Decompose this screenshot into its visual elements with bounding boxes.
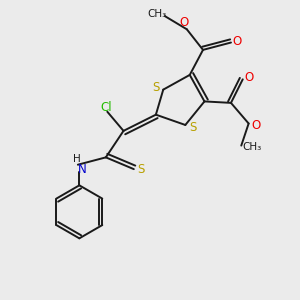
Text: O: O: [244, 71, 253, 84]
Text: O: O: [251, 119, 261, 132]
Text: S: S: [189, 121, 196, 134]
Text: CH₃: CH₃: [242, 142, 261, 152]
Text: H: H: [74, 154, 81, 164]
Text: O: O: [232, 35, 242, 48]
Text: S: S: [152, 81, 160, 94]
Text: CH₃: CH₃: [148, 9, 167, 19]
Text: Cl: Cl: [100, 101, 112, 114]
Text: O: O: [179, 16, 188, 29]
Text: S: S: [137, 163, 145, 176]
Text: N: N: [78, 163, 87, 176]
